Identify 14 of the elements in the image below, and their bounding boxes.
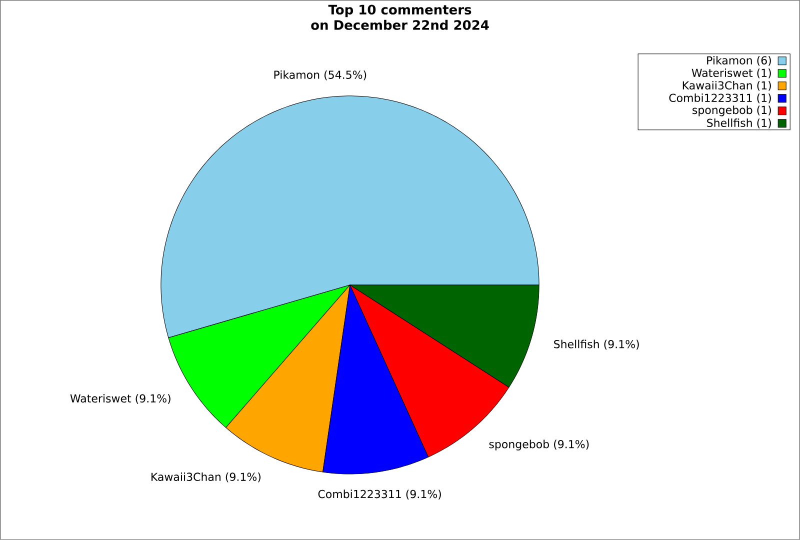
data-label: Combi1223311 (9.1%) [318,490,441,500]
legend-label: Kawaii3Chan (1) [682,81,771,91]
data-label: Shellfish (9.1%) [554,340,639,350]
data-label: spongebob (9.1%) [489,440,589,450]
legend-label: Combi1223311 (1) [669,94,771,104]
data-label: Kawaii3Chan (9.1%) [152,472,261,482]
legend-label: Pikamon (6) [707,56,771,66]
legend-label: Wateriswet (1) [692,68,771,78]
chart-subtitle: on December 22nd 2024 [311,20,489,30]
legend-label: Shellfish (1) [707,118,771,128]
data-label: Wateriswet (9.1%) [70,394,170,404]
legend-label: spongebob (1) [692,106,771,116]
chart-title: Top 10 commenters [328,4,472,18]
data-label: Pikamon (54.5%) [274,70,366,80]
